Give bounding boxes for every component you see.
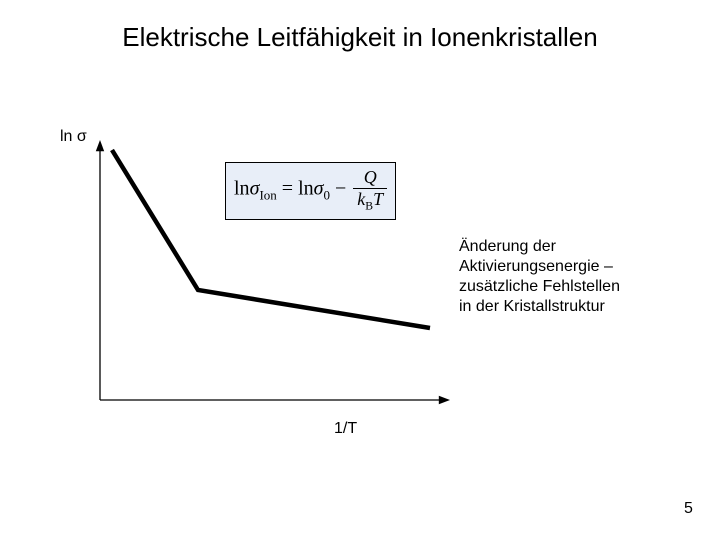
data-line (112, 150, 430, 328)
arrhenius-plot (0, 0, 720, 540)
x-axis-arrow (439, 396, 450, 404)
y-axis-arrow (96, 140, 104, 151)
plot-axes (96, 140, 450, 404)
